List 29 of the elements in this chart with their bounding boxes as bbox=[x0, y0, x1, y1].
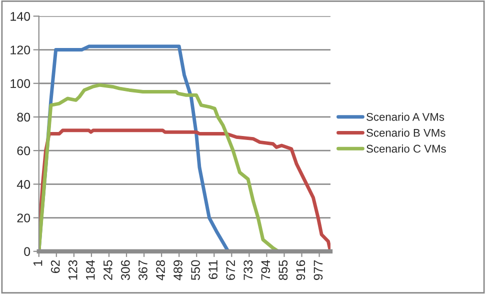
x-tick-label: 184 bbox=[86, 260, 95, 280]
y-tick-label: 120 bbox=[10, 46, 30, 54]
legend-label: Scenario A VMs bbox=[366, 112, 444, 121]
x-tick-label: 855 bbox=[278, 260, 288, 280]
x-tick-label: 428 bbox=[156, 260, 165, 280]
x-tick-label: 306 bbox=[121, 260, 130, 280]
x-tick-label: 489 bbox=[174, 260, 182, 280]
x-tick-label: 672 bbox=[226, 260, 236, 280]
x-tick-label: 62 bbox=[50, 260, 60, 273]
line-series bbox=[38, 83, 280, 252]
x-tick-label: 977 bbox=[314, 260, 323, 280]
x-tick-label: 550 bbox=[191, 260, 200, 280]
x-tick-label: 794 bbox=[261, 260, 270, 280]
x-tick-label: 611 bbox=[208, 260, 218, 279]
x-tick-label: 245 bbox=[103, 260, 112, 280]
x-tick-label: 367 bbox=[138, 260, 148, 280]
x-tick-label: 123 bbox=[68, 260, 78, 280]
y-tick-label: 20 bbox=[17, 214, 30, 222]
legend-label: Scenario B VMs bbox=[366, 128, 446, 137]
y-tick-label: 140 bbox=[10, 12, 30, 21]
x-tick-label: 733 bbox=[244, 260, 253, 280]
x-tick-label: 1 bbox=[34, 260, 42, 266]
y-tick-label: 40 bbox=[16, 180, 30, 189]
y-tick-label: 0 bbox=[24, 247, 30, 256]
y-tick-label: 100 bbox=[10, 79, 30, 88]
y-tick-label: 80 bbox=[17, 112, 30, 122]
legend-label: Scenario C VMs bbox=[366, 144, 446, 153]
y-tick-label: 60 bbox=[17, 146, 30, 156]
x-tick-label: 916 bbox=[296, 260, 306, 280]
